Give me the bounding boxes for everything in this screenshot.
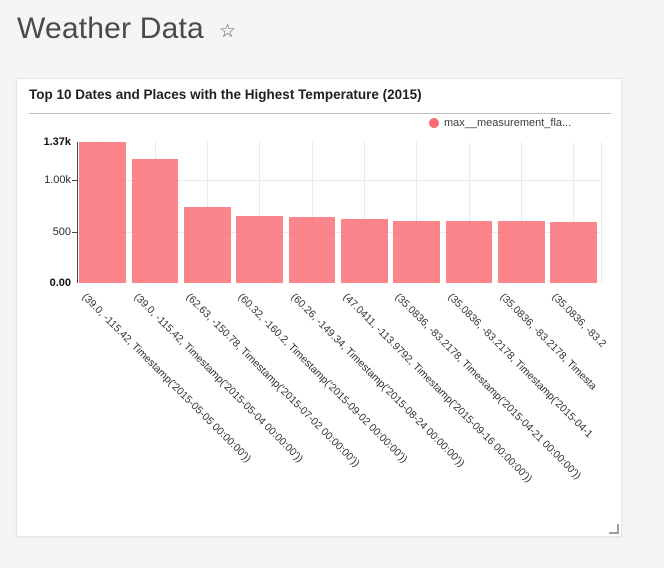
page-title: Weather Data <box>17 12 204 45</box>
legend-item[interactable]: max__measurement_fla... <box>429 117 571 129</box>
y-tick-label: 500 <box>52 225 71 238</box>
favorite-star-icon[interactable]: ☆ <box>218 21 236 42</box>
bar[interactable] <box>340 219 388 283</box>
x-gridline <box>468 142 470 283</box>
y-axis-tick <box>72 231 77 233</box>
bar[interactable] <box>497 221 545 283</box>
x-gridline <box>416 142 418 283</box>
bar[interactable] <box>236 216 284 283</box>
bar[interactable] <box>184 207 231 283</box>
dashboard-header: Weather Data ☆ <box>17 12 236 46</box>
y-axis-line <box>77 142 78 283</box>
x-tick-label: (35.0836, -83.2178, Timesta <box>497 291 599 393</box>
x-gridline <box>364 142 365 283</box>
plot-right-border <box>601 142 602 283</box>
bar[interactable] <box>445 221 493 283</box>
y-axis-tick <box>72 180 77 182</box>
bar[interactable] <box>288 216 336 283</box>
x-tick-label: (35.0836, -83.2178, Timestamp('2015-04-2… <box>392 291 584 482</box>
bar-chart-plot-area: 0.00 500 1.00k 1.37k (39.0, -115.42, Timesta… <box>17 79 621 536</box>
y-gridline <box>77 180 601 182</box>
y-tick-label: 0.00 <box>49 277 71 289</box>
bar[interactable] <box>550 221 597 283</box>
x-tick-label: (62.63, -150.78, Timestamp('2015-07-02 0… <box>183 291 363 470</box>
y-gridline <box>77 231 601 233</box>
legend-series-label: max__measurement_fla... <box>444 117 572 129</box>
x-tick-label: (60.26, -149.34, Timestamp('2015-08-24 0… <box>288 291 467 470</box>
bar[interactable] <box>79 142 127 283</box>
bar[interactable] <box>393 220 440 283</box>
y-tick-label: 1.00k <box>44 174 71 187</box>
y-tick-label: 1.37k <box>43 136 71 148</box>
legend-series-dot-icon <box>429 118 439 128</box>
x-gridline <box>259 142 261 283</box>
x-tick-label: (47.0411, -113.9792, Timestamp('2015-09-… <box>340 291 535 485</box>
x-gridline <box>520 142 522 283</box>
bar[interactable] <box>131 159 179 283</box>
x-tick-label: (35.0836, -83.2 <box>549 291 609 350</box>
chart-title: Top 10 Dates and Places with the Highest… <box>29 87 422 102</box>
card-resize-handle-icon[interactable] <box>609 524 619 534</box>
title-divider <box>29 113 611 114</box>
x-gridline <box>311 142 313 283</box>
x-gridline <box>573 142 575 283</box>
chart-card: Top 10 Dates and Places with the Highest… <box>16 78 622 537</box>
